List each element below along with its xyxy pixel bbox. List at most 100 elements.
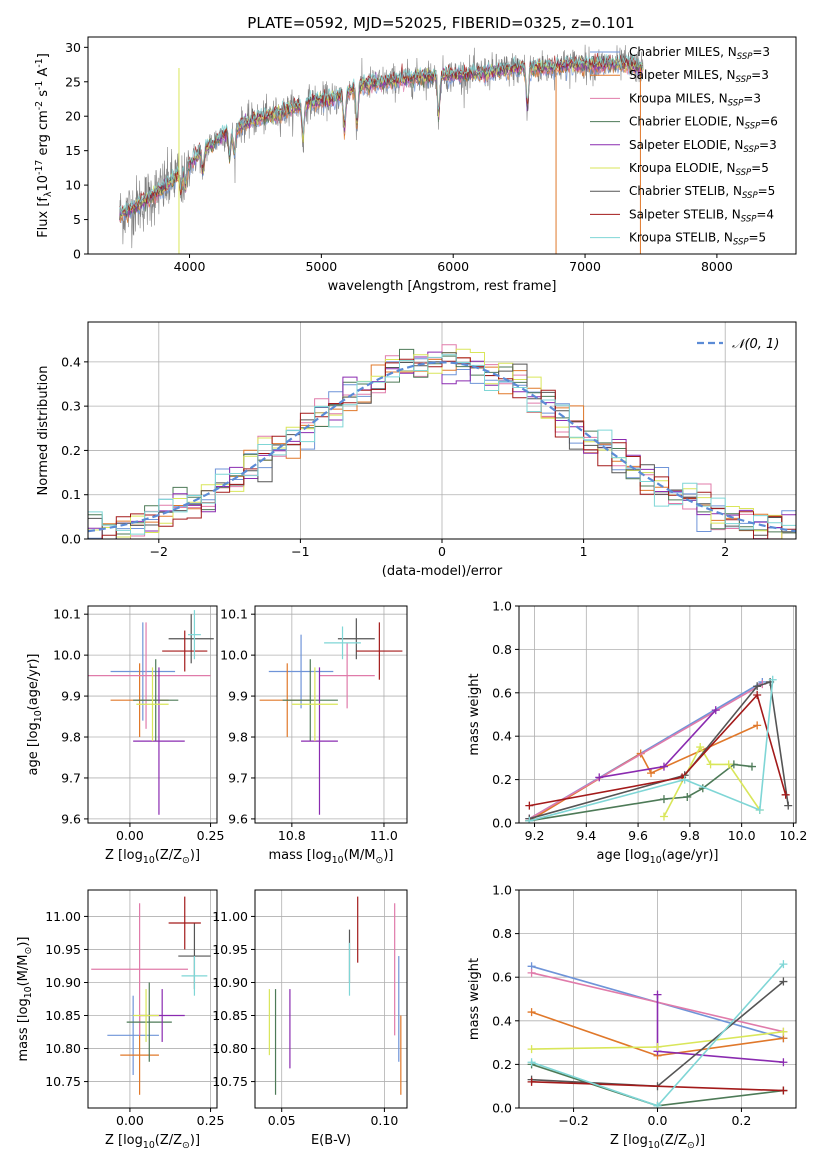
y-tick-label: 11.00 xyxy=(212,909,248,924)
errorbar-point xyxy=(301,667,338,815)
plus-marker xyxy=(779,960,788,969)
plus-marker xyxy=(653,1101,662,1108)
errorbar-point xyxy=(187,610,201,660)
y-tick-label: 0.4 xyxy=(61,354,81,369)
plus-marker xyxy=(711,706,720,715)
plus-marker xyxy=(753,682,762,691)
legend-label: Chabrier STELIB, NSSP=5 xyxy=(629,184,775,201)
plot-area xyxy=(88,610,214,815)
plot-area xyxy=(91,896,211,1095)
y-tick-label: 0.4 xyxy=(492,729,512,744)
y-tick-label: 0.0 xyxy=(492,816,512,831)
errorbar-point xyxy=(133,659,179,742)
legend-label: Kroupa ELODIE, NSSP=5 xyxy=(629,161,769,178)
panel-mass-vs-Z: 0.00 0.25 10.75 10.80 10.85 10.90 10.95 11.00 Z … xyxy=(16,889,224,1151)
errorbar-point xyxy=(133,667,185,815)
legend-label: Kroupa STELIB, NSSP=5 xyxy=(629,231,766,248)
model-spectrum-line-6 xyxy=(119,56,643,219)
errorbar-point xyxy=(88,622,211,729)
y-axis-label: age [log10​(age/yr)] xyxy=(26,654,44,776)
x-tick-label: 9.2 xyxy=(525,828,545,843)
errorbar-point xyxy=(168,896,201,950)
y-axis-label: Normed distribution xyxy=(36,366,51,496)
mass-weight-series-8 xyxy=(531,1081,784,1092)
x-tick-label: 0.00 xyxy=(116,828,144,843)
errorbar-point xyxy=(136,667,169,742)
plus-marker xyxy=(525,816,534,823)
errorbar-point xyxy=(162,630,208,672)
legend-label: Kroupa MILES, NSSP=3 xyxy=(629,91,761,108)
mass-weight-series-9 xyxy=(529,679,774,822)
y-tick-label: 10.1 xyxy=(220,607,248,622)
plot-area xyxy=(259,618,403,815)
panel-massweight-vs-age: 9.2 9.4 9.6 9.8 10.0 10.2 0.0 0.2 0.4 0.6 0.8 1.0 ag… xyxy=(467,599,807,866)
errorbar-point xyxy=(91,903,188,1036)
y-tick-label: 30 xyxy=(65,40,81,55)
panel-age-vs-Z: 0.00 0.25 9.6 9.7 9.8 9.9 10.0 10.1 Z [log10​(Z/… xyxy=(26,605,225,866)
axes-frame xyxy=(518,605,797,824)
y-tick-label: 1.0 xyxy=(492,599,512,614)
legend-label: Salpeter MILES, NSSP=3 xyxy=(629,68,769,85)
plot-area xyxy=(88,344,796,539)
errorbar-point xyxy=(107,995,159,1075)
y-tick-label: 0.2 xyxy=(492,772,512,787)
plus-marker xyxy=(659,795,668,804)
plus-marker xyxy=(696,743,705,752)
y-tick-label: 10.75 xyxy=(45,1074,81,1089)
y-tick-label: 10.80 xyxy=(45,1041,81,1056)
y-tick-label: 10.90 xyxy=(212,975,248,990)
y-tick-label: 10 xyxy=(65,178,81,193)
x-tick-label: 10.8 xyxy=(278,828,306,843)
axes-frame xyxy=(87,36,797,255)
panel-residuals: −2 −1 0 1 2 0.0 0.1 0.2 0.3 0.4 (data-model)/error… xyxy=(36,321,797,579)
plus-marker xyxy=(527,1045,536,1054)
x-tick-label: 11.0 xyxy=(370,828,398,843)
y-tick-label: 0.6 xyxy=(492,685,512,700)
x-tick-label: −0.2 xyxy=(558,1113,588,1128)
y-tick-label: 9.9 xyxy=(228,689,248,704)
plus-marker xyxy=(724,760,733,769)
x-tick-label: 8000 xyxy=(701,259,733,274)
plus-marker xyxy=(680,775,689,784)
x-tick-label: 7000 xyxy=(569,259,601,274)
y-tick-label: 25 xyxy=(65,74,81,89)
errorbar-point xyxy=(126,982,172,1062)
legend-label: Salpeter ELODIE, NSSP=3 xyxy=(629,138,777,155)
errorbar-point xyxy=(181,956,208,996)
legend-label: 𝒩(0, 1) xyxy=(732,337,779,352)
x-tick-label: 1 xyxy=(580,544,588,559)
x-axis-label: wavelength [Angstrom, rest frame] xyxy=(328,279,557,294)
model-spectrum-line-9 xyxy=(119,54,643,215)
x-tick-label: 4000 xyxy=(174,259,206,274)
plus-marker xyxy=(779,1086,788,1095)
errorbar-point xyxy=(268,634,334,709)
y-tick-label: 0.2 xyxy=(61,443,81,458)
x-axis-label: mass [log10​(M/M⊙​)] xyxy=(269,848,394,866)
figure-title: PLATE=0592, MJD=52025, FIBERID=0325, z=0… xyxy=(247,14,634,32)
errorbar-point xyxy=(110,622,176,721)
x-tick-label: 0.00 xyxy=(116,1113,144,1128)
x-tick-label: 0.25 xyxy=(197,828,225,843)
y-tick-label: 10.0 xyxy=(53,648,81,663)
plus-marker xyxy=(595,773,604,782)
plus-marker xyxy=(653,1042,662,1051)
axes-frame xyxy=(254,889,408,1109)
residual-histogram-9 xyxy=(88,354,796,535)
y-tick-label: 0.3 xyxy=(61,399,81,414)
y-tick-label: 9.7 xyxy=(61,770,81,785)
y-tick-label: 9.6 xyxy=(228,811,248,826)
panel-massweight-vs-Z: −0.2 0.0 0.2 0.0 0.2 0.4 0.6 0.8 1.0 Z [log10​(Z/… xyxy=(467,883,797,1151)
y-tick-label: 0 xyxy=(73,247,81,262)
y-tick-label: 0.0 xyxy=(61,532,81,547)
errorbar-point xyxy=(168,614,214,664)
panel-spectrum: 4000 5000 6000 7000 8000 0 5 10 15 20 25 30 waveleng… xyxy=(34,36,797,294)
plus-marker xyxy=(527,1058,536,1067)
plus-marker xyxy=(779,977,788,986)
y-tick-label: 15 xyxy=(65,143,81,158)
plus-marker xyxy=(781,790,790,799)
axes-frame xyxy=(87,889,218,1109)
y-tick-label: 0.4 xyxy=(492,1013,512,1028)
y-tick-label: 9.8 xyxy=(228,730,248,745)
plus-marker xyxy=(753,721,762,730)
plus-marker xyxy=(779,1027,788,1036)
